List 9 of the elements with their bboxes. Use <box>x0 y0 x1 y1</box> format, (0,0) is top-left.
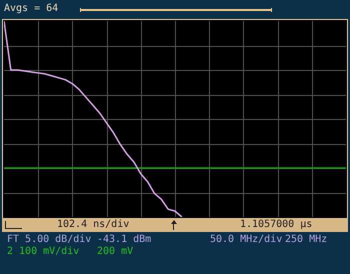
text: 50.0 MHz/div <box>210 234 282 246</box>
text: 250 MHz <box>285 234 328 246</box>
text: 200 mV <box>97 246 134 258</box>
text: 102.4 ns/div <box>57 219 130 231</box>
text: 2 100 mV/div <box>7 246 80 258</box>
text: 1.1057000 µs <box>240 219 312 231</box>
chart-title: Avgs = 64 <box>4 3 58 15</box>
text: -43.1 dBm <box>97 234 152 246</box>
text: FT 5.00 dB/div <box>7 234 92 246</box>
